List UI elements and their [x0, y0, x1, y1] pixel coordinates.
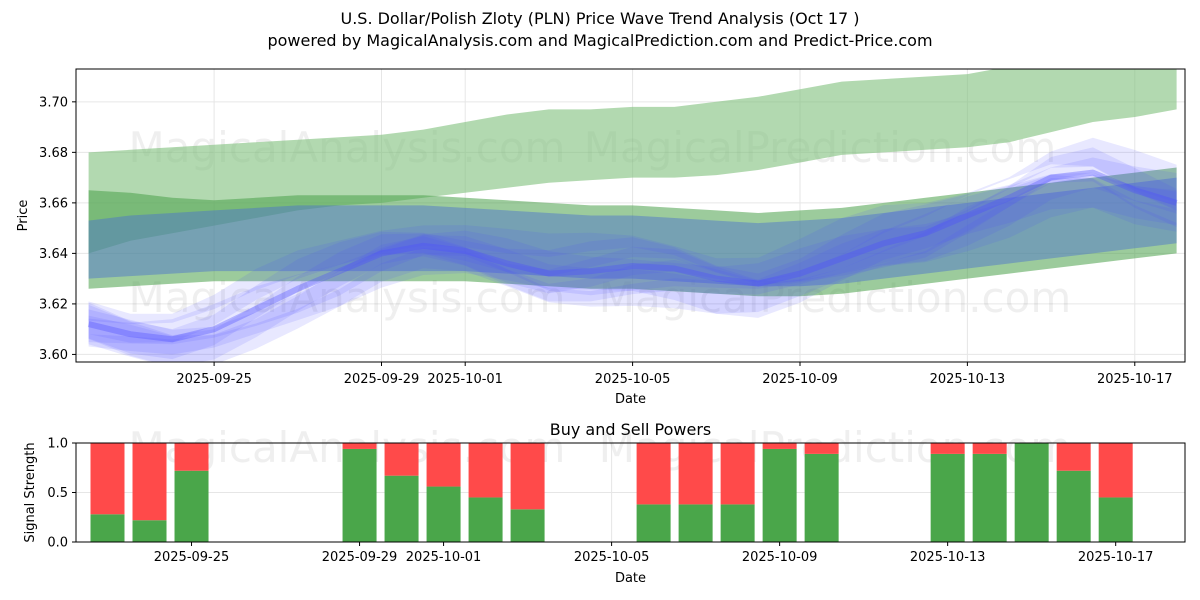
buy-bar [342, 448, 377, 542]
buy-bar [132, 520, 167, 542]
upper-green-band [88, 69, 1177, 254]
buy-bar [930, 453, 965, 542]
sell-bar [720, 443, 755, 505]
y-tick-label: 0.5 [47, 486, 68, 501]
wave-swirl-band [88, 137, 1177, 325]
x-tick-label: 2025-10-05 [595, 372, 671, 387]
plot-series-group [87, 69, 1178, 362]
wave-swirl-band [88, 157, 1177, 343]
x-tick-label: 2025-09-25 [176, 372, 252, 387]
sell-bar [342, 443, 377, 449]
x-tick-label: 2025-09-29 [344, 372, 420, 387]
y-axis-label: Signal Strength [23, 442, 38, 542]
sell-bar [636, 443, 671, 505]
buy-bar [720, 504, 755, 542]
buy-bar [636, 504, 671, 542]
chart-title: U.S. Dollar/Polish Zloty (PLN) Price Wav… [340, 9, 860, 28]
x-tick-label: 2025-10-01 [427, 372, 503, 387]
price-wave-plot: MagicalAnalysis.com MagicalPrediction.com… [16, 68, 1186, 407]
chart-subtitle: powered by MagicalAnalysis.com and Magic… [267, 31, 933, 50]
sell-bar [132, 443, 167, 521]
x-tick-label: 2025-10-09 [742, 550, 818, 565]
x-axis-label: Date [615, 571, 646, 586]
y-tick-label: 3.70 [39, 95, 68, 110]
buy-sell-plot: Buy and Sell PowersMagicalAnalysis.comMa… [23, 420, 1186, 586]
wave-swirl-band [88, 147, 1177, 355]
x-tick-label: 2025-10-13 [910, 550, 986, 565]
sell-bar [1056, 443, 1091, 471]
plot-frame [75, 68, 1186, 363]
x-tick-label: 2025-10-17 [1078, 550, 1154, 565]
wave-swirl-band [88, 174, 1177, 362]
sell-bar [762, 443, 797, 449]
teal-blue-band [88, 177, 1177, 287]
x-tick-label: 2025-10-05 [574, 550, 650, 565]
sell-bar [90, 443, 125, 515]
sell-bar [174, 443, 209, 471]
y-tick-label: 3.60 [39, 348, 68, 363]
buy-bar [972, 453, 1007, 542]
buy-bar [174, 470, 209, 542]
sell-bar [678, 443, 713, 505]
x-axis-label: Date [615, 392, 646, 407]
buy-bar [384, 475, 419, 542]
bottom-chart-title: Buy and Sell Powers [550, 420, 712, 439]
sell-bar [1098, 443, 1133, 498]
wave-swirl-band [88, 178, 1177, 362]
buy-bar [804, 453, 839, 542]
wave-swirl-band [88, 172, 1177, 360]
y-tick-label: 0.0 [47, 536, 68, 551]
x-tick-label: 2025-10-01 [406, 550, 482, 565]
y-tick-label: 3.68 [39, 146, 68, 161]
buy-bar [1014, 443, 1049, 542]
buy-bar [468, 497, 503, 542]
x-tick-label: 2025-09-25 [154, 550, 230, 565]
y-axis-label: Price [16, 200, 31, 232]
sell-bar [804, 443, 839, 454]
sell-bar [930, 443, 965, 454]
sell-bar [468, 443, 503, 498]
x-tick-label: 2025-09-29 [322, 550, 398, 565]
buy-bar [90, 514, 125, 542]
buy-bar [678, 504, 713, 542]
x-tick-label: 2025-10-13 [930, 372, 1006, 387]
sell-bar [426, 443, 461, 487]
wave-center-line [87, 169, 1178, 343]
sell-bar [384, 443, 419, 476]
bar-group [90, 443, 1133, 542]
lower-green-band [88, 167, 1177, 297]
y-tick-label: 1.0 [47, 437, 68, 452]
y-tick-label: 3.66 [39, 196, 68, 211]
sell-bar [972, 443, 1007, 454]
y-tick-label: 3.62 [39, 297, 68, 312]
buy-bar [762, 448, 797, 542]
sell-bar [510, 443, 545, 510]
x-tick-label: 2025-10-17 [1097, 372, 1173, 387]
buy-bar [1056, 470, 1091, 542]
buy-bar [426, 486, 461, 542]
buy-bar [510, 509, 545, 542]
x-tick-label: 2025-10-09 [762, 372, 838, 387]
buy-bar [1098, 497, 1133, 542]
y-tick-label: 3.64 [39, 247, 68, 262]
